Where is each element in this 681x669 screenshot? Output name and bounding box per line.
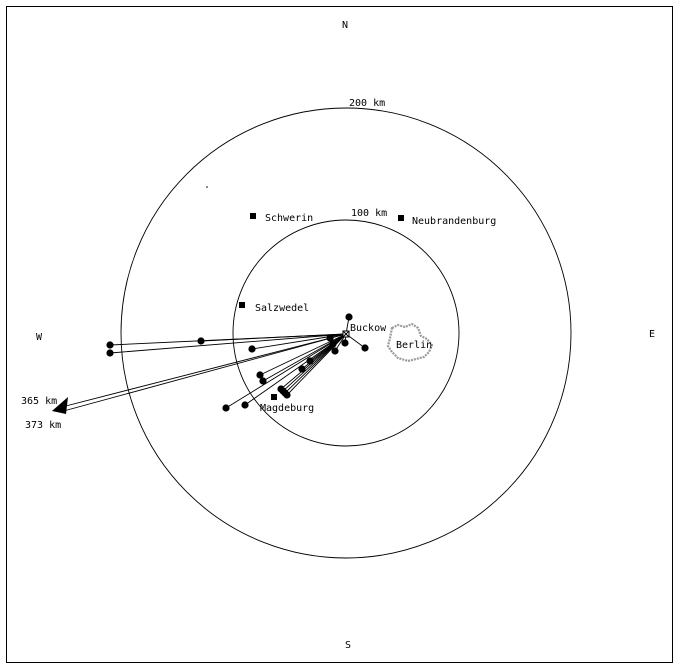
inner-ring-100km [232,219,460,447]
ray-endpoint [248,345,256,353]
city-marker-salzwedel [239,302,245,308]
ray-endpoint [241,401,249,409]
stray-dot [206,186,208,188]
ray-endpoint [361,344,369,352]
ray-endpoint [341,339,349,347]
ray-endpoint [106,341,114,349]
compass-south: S [345,640,351,651]
ray-line [286,333,347,396]
ray-line [280,333,347,390]
compass-east: E [649,329,655,340]
ray-endpoint [259,377,267,385]
city-marker-neubrandenburg [398,215,404,221]
ray-endpoint [331,347,339,355]
off-map-arrowhead [52,397,68,414]
label-neubrandenburg: Neubrandenburg [412,216,496,227]
inner-ring-label: 100 km [351,208,387,219]
ray-endpoint [345,313,353,321]
label-berlin: Berlin [396,340,432,351]
off-map-label-365km: 365 km [21,396,57,407]
ray-endpoint [106,349,114,357]
ray-endpoint [283,391,291,399]
ray-line [262,333,347,382]
ray-line [109,333,347,354]
label-buckow: Buckow [350,323,387,334]
label-magdeburg: Magdeburg [260,403,314,414]
off-map-ray-line [57,333,347,409]
ray-group [57,313,369,413]
off-map-ray-line [59,333,347,413]
ray-endpoint [256,371,264,379]
ray-line [259,333,347,376]
outer-ring-200km [120,107,572,559]
ray-line [284,333,347,394]
city-marker-magdeburg [271,394,277,400]
outer-ring-label: 200 km [349,98,385,109]
ray-endpoint [222,404,230,412]
ray-endpoint [197,337,205,345]
berlin-outline [386,322,434,363]
off-map-label-373km: 373 km [25,420,61,431]
ray-endpoint [298,365,306,373]
origin-marker-buckow [342,330,350,338]
ray-line [244,333,347,406]
city-marker-schwerin [250,213,256,219]
label-schwerin: Schwerin [265,213,313,224]
label-salzwedel: Salzwedel [255,303,309,314]
ray-line [200,333,347,342]
compass-north: N [342,20,348,31]
ray-line [225,333,347,409]
ray-line [282,333,347,392]
compass-west: W [36,332,43,343]
